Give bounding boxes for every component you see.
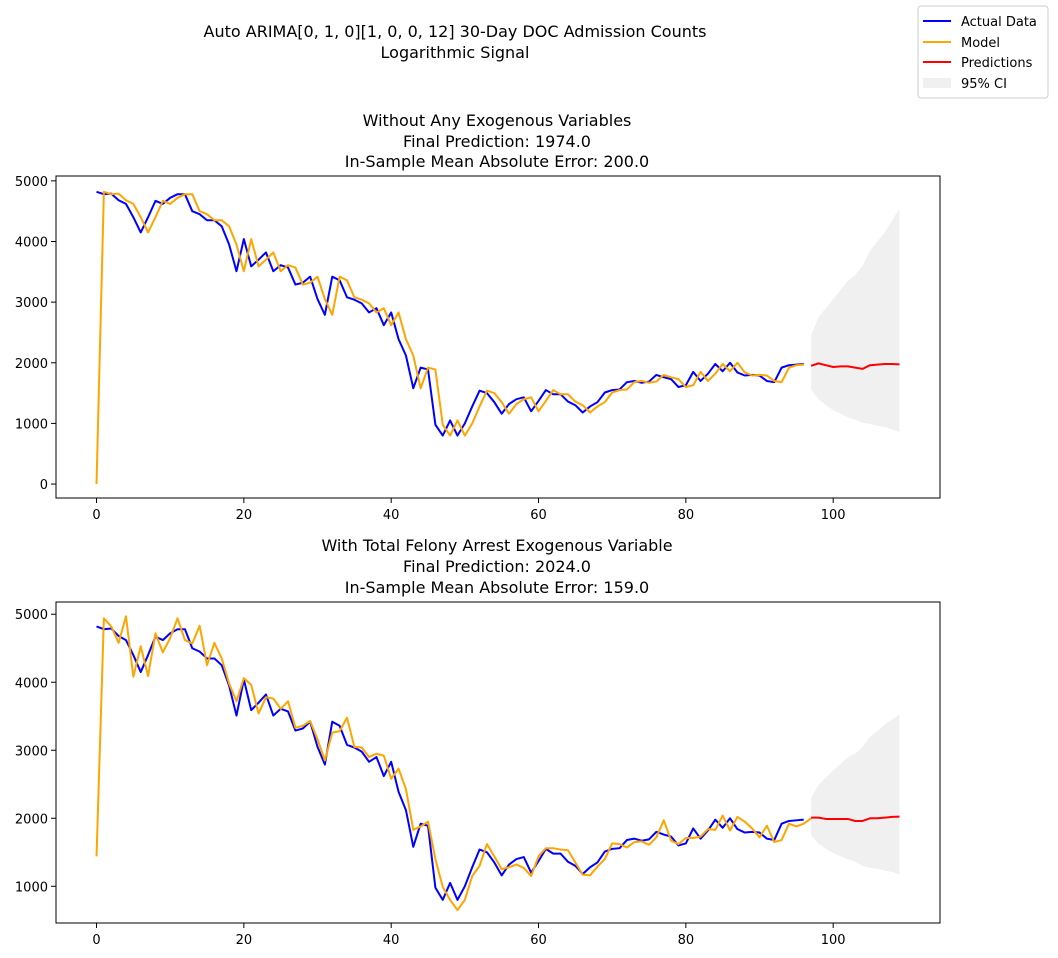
figure-title-line-1: Auto ARIMA[0, 1, 0][1, 0, 0, 12] 30-Day … bbox=[204, 22, 707, 41]
subplot-1-x-tick-label: 80 bbox=[678, 508, 695, 523]
subplot-1-y-tick-label: 2000 bbox=[15, 357, 48, 372]
subplot-1-x-tick-label: 100 bbox=[821, 508, 846, 523]
subplot-1-x-tick-label: 20 bbox=[236, 508, 253, 523]
subplot-1-y-tick-label: 0 bbox=[40, 478, 48, 493]
subplot-2-y-tick-label: 3000 bbox=[15, 744, 48, 759]
subplot-2-title-line-2: Final Prediction: 2024.0 bbox=[403, 557, 591, 576]
subplot-1-x-tick-label: 0 bbox=[92, 508, 100, 523]
subplot-2-x-tick-label: 40 bbox=[383, 933, 400, 948]
subplot-1-model-line bbox=[95, 190, 804, 485]
subplot-1-title-line-2: Final Prediction: 1974.0 bbox=[403, 132, 591, 151]
subplot-1-y-tick-label: 4000 bbox=[15, 235, 48, 250]
legend-swatch-95-ci bbox=[923, 78, 951, 88]
subplot-2-model-line bbox=[95, 615, 812, 912]
subplot-2-y-tick-label: 2000 bbox=[15, 812, 48, 827]
subplot-1-title-line-1: Without Any Exogenous Variables bbox=[363, 111, 632, 130]
subplot-2-axes-frame bbox=[55, 601, 941, 924]
legend-frame bbox=[917, 5, 1049, 99]
subplot-1: Without Any Exogenous Variables Final Pr… bbox=[15, 111, 941, 523]
legend-label-95-ci: 95% CI bbox=[961, 77, 1007, 92]
subplot-2-ci-band bbox=[811, 714, 900, 875]
figure-title-line-2: Logarithmic Signal bbox=[381, 43, 530, 62]
subplot-2-predictions-line bbox=[811, 815, 900, 822]
subplot-1-actual-data-line bbox=[96, 190, 804, 437]
legend-label-model: Model bbox=[961, 36, 1000, 51]
subplot-2-y-tick-label: 5000 bbox=[15, 608, 48, 623]
subplot-1-title-line-3: In-Sample Mean Absolute Error: 200.0 bbox=[345, 152, 649, 171]
subplot-2-x-tick-label: 100 bbox=[821, 933, 846, 948]
subplot-2-plot-area: 0 20 40 60 80 100 1000 2000 3000 4000 5000 bbox=[15, 601, 941, 948]
subplot-2-y-tick-label: 1000 bbox=[15, 880, 48, 895]
subplot-1-x-tick-label: 40 bbox=[383, 508, 400, 523]
subplot-2-y-tick-label: 4000 bbox=[15, 676, 48, 691]
subplot-2-actual-data-line bbox=[96, 625, 804, 901]
subplot-2-title-line-3: In-Sample Mean Absolute Error: 159.0 bbox=[345, 578, 649, 597]
legend-label-predictions: Predictions bbox=[961, 56, 1033, 71]
subplot-1-x-tick-label: 60 bbox=[530, 508, 547, 523]
subplot-2-x-tick-label: 60 bbox=[530, 933, 547, 948]
subplot-1-predictions-line bbox=[810, 362, 900, 370]
subplot-1-y-tick-label: 5000 bbox=[15, 175, 48, 190]
subplot-1-axes-frame bbox=[55, 175, 941, 499]
subplot-2-x-tick-label: 80 bbox=[678, 933, 695, 948]
subplot-1-y-tick-label: 3000 bbox=[15, 296, 48, 311]
subplot-2-title-line-1: With Total Felony Arrest Exogenous Varia… bbox=[321, 536, 672, 555]
subplot-2-x-tick-label: 20 bbox=[236, 933, 253, 948]
subplot-2-x-tick-label: 0 bbox=[92, 933, 100, 948]
subplot-1-y-tick-label: 1000 bbox=[15, 417, 48, 432]
legend-label-actual-data: Actual Data bbox=[961, 15, 1037, 30]
subplot-1-ci-band bbox=[811, 208, 900, 432]
legend: Actual Data Model Predictions 95% CI bbox=[917, 5, 1049, 99]
subplot-2: With Total Felony Arrest Exogenous Varia… bbox=[15, 536, 941, 948]
